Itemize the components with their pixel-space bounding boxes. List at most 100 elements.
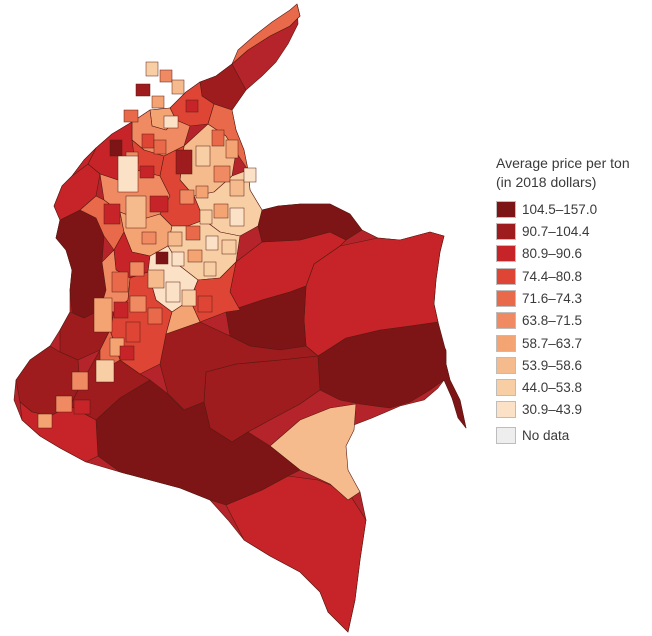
legend-label: 104.5–157.0: [522, 201, 598, 217]
legend-label: 58.7–63.7: [522, 335, 583, 351]
legend-row: 80.9–90.6: [496, 245, 646, 264]
cell: [119, 345, 135, 361]
region-caqueta: [95, 379, 301, 506]
cell: [159, 69, 173, 83]
cell: [113, 301, 129, 319]
legend-label: 30.9–43.9: [522, 402, 583, 418]
cell: [149, 195, 169, 213]
cell: [203, 261, 217, 277]
region-vaupes: [269, 403, 361, 501]
cell: [73, 399, 91, 415]
legend: Average price per ton (in 2018 dollars) …: [496, 154, 646, 445]
legend-swatch: [496, 379, 516, 397]
cell: [229, 207, 245, 227]
legend-no-data: No data: [496, 426, 646, 445]
cell: [145, 61, 159, 77]
cell: [171, 79, 185, 95]
cell: [129, 295, 147, 313]
region-nw-coast: [71, 147, 97, 177]
cell: [109, 139, 123, 157]
region-amazonas: [225, 475, 367, 633]
cell: [221, 239, 237, 255]
legend-row: 90.7–104.4: [496, 222, 646, 241]
cell: [93, 297, 113, 333]
cell: [125, 195, 147, 229]
cell: [171, 251, 185, 267]
legend-swatch: [496, 356, 516, 374]
legend-row: 30.9–43.9: [496, 401, 646, 420]
legend-title-line2: (in 2018 dollars): [496, 174, 597, 190]
legend-row: 104.5–157.0: [496, 200, 646, 219]
legend-label: 53.9–58.6: [522, 357, 583, 373]
legend-swatch: [496, 223, 516, 241]
cell: [135, 83, 151, 97]
cell: [213, 203, 229, 219]
cell: [123, 109, 139, 123]
legend-row: 44.0–53.8: [496, 378, 646, 397]
legend-title: Average price per ton (in 2018 dollars): [496, 154, 646, 192]
cell: [205, 235, 219, 251]
cell: [125, 321, 141, 343]
legend-swatch: [496, 245, 516, 263]
cell: [199, 209, 213, 225]
legend-swatch: [496, 312, 516, 330]
legend-label: 71.6–74.3: [522, 290, 583, 306]
legend-row: 71.6–74.3: [496, 289, 646, 308]
cell: [179, 189, 195, 205]
legend-title-line1: Average price per ton: [496, 155, 630, 171]
legend-row: 63.8–71.5: [496, 311, 646, 330]
cell: [175, 149, 193, 175]
cell: [103, 203, 121, 225]
cell: [195, 145, 211, 167]
cell: [211, 129, 225, 147]
cell: [195, 185, 209, 199]
cell: [141, 231, 157, 245]
cell: [187, 249, 203, 263]
legend-label: 74.4–80.8: [522, 268, 583, 284]
cell: [37, 413, 53, 429]
cell: [213, 165, 231, 183]
cell: [243, 167, 257, 183]
cell: [111, 271, 129, 293]
cell: [197, 295, 213, 313]
cell: [147, 269, 165, 289]
cell: [147, 307, 163, 325]
legend-swatch: [496, 267, 516, 285]
legend-row: 58.7–63.7: [496, 334, 646, 353]
cell: [167, 231, 183, 247]
cell: [225, 139, 239, 159]
legend-row: 74.4–80.8: [496, 267, 646, 286]
cell: [151, 95, 165, 109]
cell: [155, 251, 169, 265]
legend-swatch: [496, 289, 516, 307]
legend-swatch: [496, 200, 516, 218]
cell: [229, 179, 245, 197]
cell: [141, 133, 155, 149]
legend-classes: 104.5–157.0 90.7–104.4 80.9–90.6 74.4–80.8 7…: [496, 200, 646, 419]
cell: [163, 115, 179, 129]
legend-label: 80.9–90.6: [522, 246, 583, 262]
legend-swatch: [496, 334, 516, 352]
cell: [181, 289, 197, 307]
cell: [165, 281, 181, 303]
legend-label-no-data: No data: [522, 427, 570, 443]
cell: [71, 371, 89, 391]
region-guajira: [231, 3, 301, 65]
cell: [139, 165, 155, 179]
map-regions: [13, 3, 467, 633]
cell: [185, 225, 201, 241]
cell: [153, 139, 167, 155]
cell: [117, 155, 139, 193]
region-arauca: [257, 203, 363, 243]
legend-swatch-no-data: [496, 426, 516, 444]
legend-label: 63.8–71.5: [522, 313, 583, 329]
municipality-cells: [37, 61, 257, 429]
cell: [55, 395, 73, 413]
cell: [129, 261, 145, 277]
cell: [185, 99, 199, 113]
legend-row: 53.9–58.6: [496, 356, 646, 375]
cell: [95, 359, 115, 383]
legend-swatch: [496, 401, 516, 419]
legend-label: 90.7–104.4: [522, 224, 590, 240]
